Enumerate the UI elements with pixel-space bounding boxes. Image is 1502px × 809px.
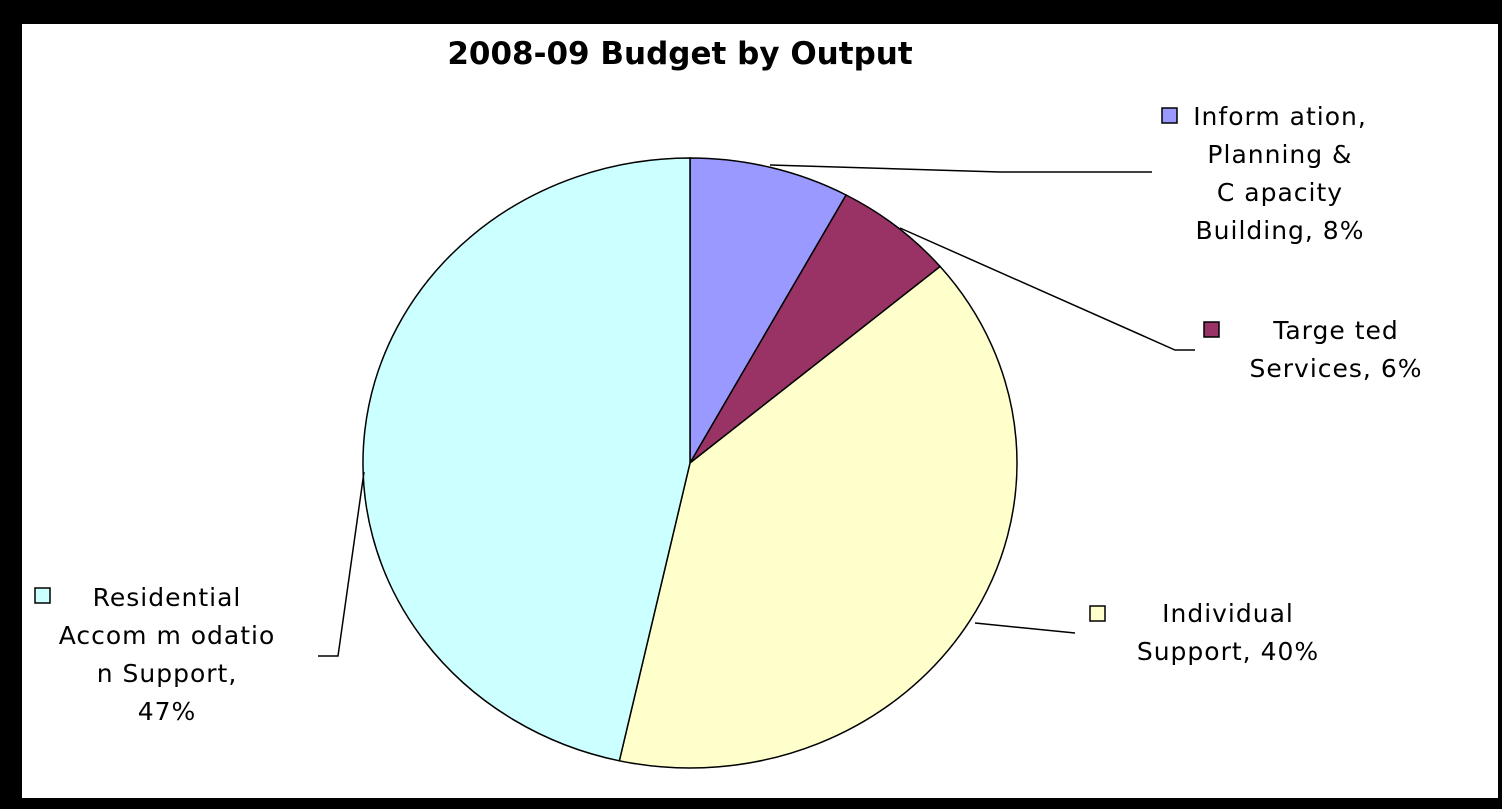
data-label-line: Services, 6%: [1250, 354, 1423, 383]
label-swatch-targeted-services: [1203, 321, 1220, 338]
pie-slice-individual-support: [618, 265, 1018, 769]
leader-line-residential-accommodation-support: [318, 471, 365, 657]
data-label-line: Residential: [93, 583, 242, 612]
pie-slice-targeted-services: [689, 194, 942, 464]
data-label-line: Planning &: [1207, 140, 1352, 169]
data-label-line: 47%: [138, 697, 197, 726]
data-label-line: Inform ation,: [1193, 102, 1367, 131]
data-label-residential-accommodation-support: Residential Accom m odatio n Support, 47%: [59, 583, 276, 726]
leader-line-information-planning-capacity-building: [769, 164, 1152, 173]
data-labels: Inform ation, Planning & C apacity Building…: [34, 102, 1423, 726]
data-label-line: Support, 40%: [1137, 637, 1319, 666]
data-label-line: Targe ted: [1272, 316, 1399, 345]
data-label-individual-support: Individual Support, 40%: [1137, 599, 1319, 666]
label-swatch-residential-accommodation-support: [34, 587, 51, 604]
label-swatch-information-planning-capacity-building: [1161, 107, 1178, 124]
data-label-line: C apacity: [1217, 178, 1343, 207]
data-label-line: Individual: [1162, 599, 1294, 628]
leader-line-individual-support: [974, 622, 1076, 634]
leader-lines: [318, 164, 1195, 657]
pie-slice-residential-accommodation-support: [362, 157, 691, 762]
data-label-line: n Support,: [97, 659, 238, 688]
pie-slices: [362, 157, 1018, 769]
data-label-line: Accom m odatio: [59, 621, 276, 650]
pie-slice-information-planning-capacity-building: [689, 157, 848, 466]
leader-line-targeted-services: [899, 227, 1195, 351]
data-label-targeted-services: Targe ted Services, 6%: [1250, 316, 1423, 383]
chart-title: 2008-09 Budget by Output: [447, 36, 912, 72]
data-label-information-planning-capacity-building: Inform ation, Planning & C apacity Building…: [1193, 102, 1367, 245]
data-label-line: Building, 8%: [1196, 216, 1365, 245]
label-swatch-individual-support: [1089, 605, 1106, 622]
